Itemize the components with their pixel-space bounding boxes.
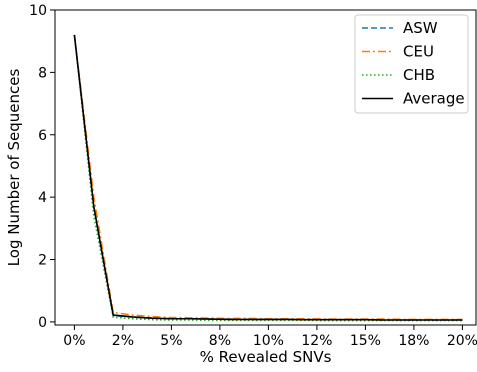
y-tick-label: 0 xyxy=(38,315,47,331)
legend: ASW CEU CHB Average xyxy=(354,14,469,114)
legend-label-ceu: CEU xyxy=(403,43,434,61)
y-tick-label: 6 xyxy=(38,128,47,144)
plot-frame xyxy=(54,9,477,326)
x-tick-label: 15% xyxy=(350,333,381,349)
x-tick-label: 10% xyxy=(253,333,284,349)
x-tick-label: 8% xyxy=(209,333,231,349)
x-tick-label: 20% xyxy=(447,333,477,349)
x-tick-label: 12% xyxy=(301,333,332,349)
x-tick-label: 5% xyxy=(160,333,182,349)
x-axis-title: % Revealed SNVs xyxy=(200,348,332,366)
legend-label-average: Average xyxy=(403,90,465,108)
series-line-average xyxy=(73,34,463,321)
legend-label-chb: CHB xyxy=(403,66,435,84)
x-tick-label: 18% xyxy=(398,333,429,349)
series-line-chb xyxy=(73,34,463,322)
legend-box xyxy=(354,14,469,114)
y-tick-label: 2 xyxy=(38,253,47,269)
x-tick-label: 0% xyxy=(63,333,85,349)
legend-label-asw: ASW xyxy=(403,19,438,37)
y-tick-label: 4 xyxy=(38,190,47,206)
y-tick-label: 10 xyxy=(29,3,47,19)
y-axis-title: Log Number of Sequences xyxy=(5,69,23,267)
axes-layer: 0% 2% 5% 8% 10% 12% 15% 18% 20% 0 2 4 6 8 10 xyxy=(29,3,477,349)
series-layer xyxy=(73,34,463,322)
y-tick-label: 8 xyxy=(38,65,47,81)
x-tick-label: 2% xyxy=(112,333,134,349)
